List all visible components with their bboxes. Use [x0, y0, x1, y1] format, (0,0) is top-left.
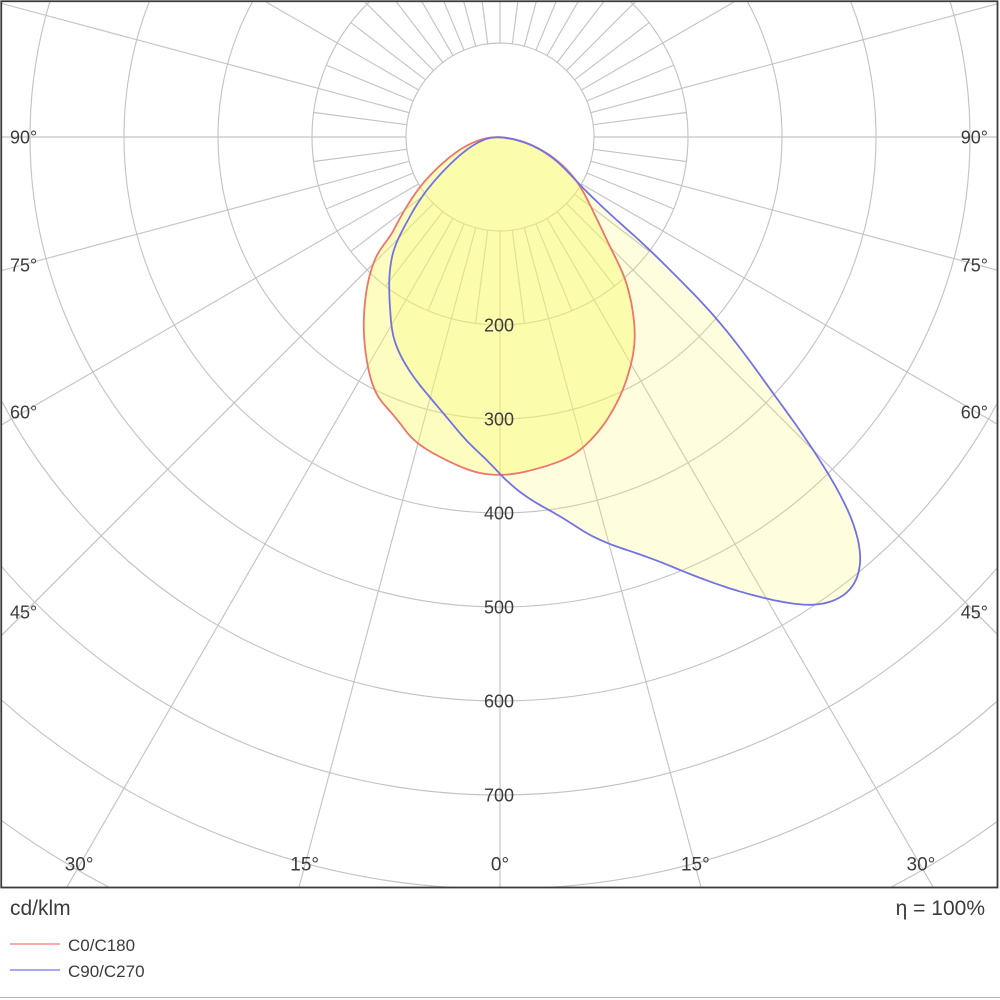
- svg-text:15°: 15°: [290, 855, 319, 876]
- svg-text:700: 700: [484, 786, 514, 806]
- svg-text:45°: 45°: [10, 603, 37, 623]
- svg-text:90°: 90°: [961, 128, 988, 148]
- svg-text:C0/C180: C0/C180: [68, 936, 135, 955]
- svg-text:30°: 30°: [907, 855, 936, 876]
- svg-text:400: 400: [484, 504, 514, 524]
- svg-text:0°: 0°: [491, 855, 509, 876]
- svg-text:200: 200: [484, 316, 514, 336]
- svg-text:500: 500: [484, 598, 514, 618]
- svg-text:45°: 45°: [961, 603, 988, 623]
- svg-text:cd/klm: cd/klm: [10, 897, 71, 920]
- svg-text:15°: 15°: [681, 855, 710, 876]
- svg-text:60°: 60°: [961, 403, 988, 423]
- svg-text:75°: 75°: [10, 256, 37, 276]
- svg-text:300: 300: [484, 410, 514, 430]
- svg-text:60°: 60°: [10, 403, 37, 423]
- svg-text:75°: 75°: [961, 256, 988, 276]
- svg-text:C90/C270: C90/C270: [68, 962, 145, 981]
- svg-text:30°: 30°: [65, 855, 94, 876]
- svg-text:η = 100%: η = 100%: [896, 897, 985, 920]
- svg-text:90°: 90°: [10, 128, 37, 148]
- svg-text:600: 600: [484, 692, 514, 712]
